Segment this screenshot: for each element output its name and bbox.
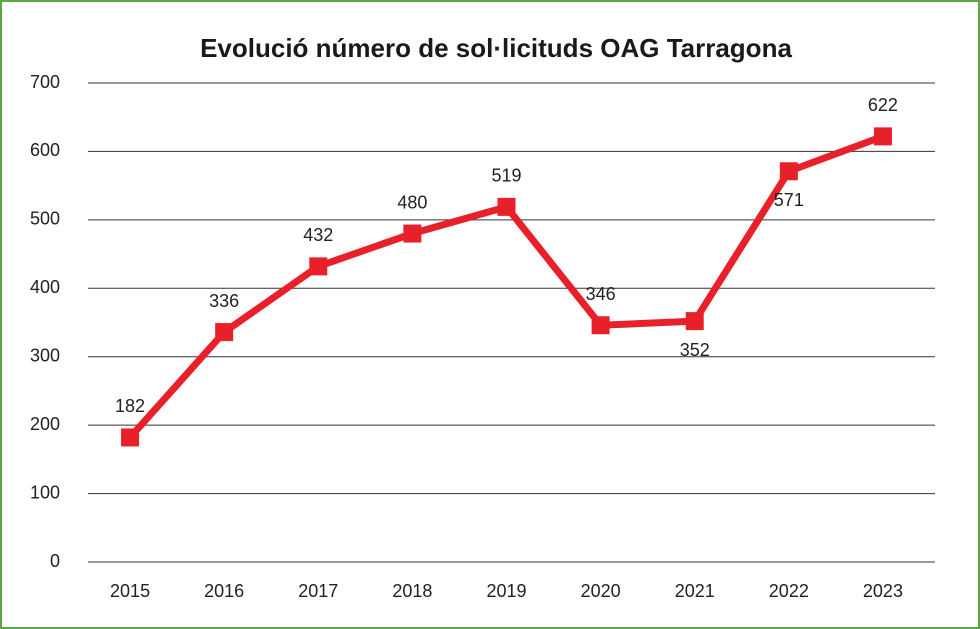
data-label: 571 <box>774 190 804 210</box>
y-tick-label: 300 <box>30 345 60 365</box>
x-tick-label: 2020 <box>581 581 621 601</box>
x-tick-label: 2015 <box>110 581 150 601</box>
x-tick-label: 2022 <box>769 581 809 601</box>
marker <box>873 127 892 146</box>
data-label: 622 <box>868 95 898 115</box>
x-tick-label: 2021 <box>675 581 715 601</box>
marker <box>685 312 704 331</box>
data-label: 352 <box>680 340 710 360</box>
y-tick-label: 100 <box>30 482 60 502</box>
x-tick-label: 2019 <box>486 581 526 601</box>
data-label: 336 <box>209 291 239 311</box>
y-tick-label: 400 <box>30 277 60 297</box>
marker <box>121 428 140 447</box>
x-tick-label: 2016 <box>204 581 244 601</box>
data-label: 182 <box>115 396 145 416</box>
data-label: 480 <box>397 192 427 212</box>
data-label: 432 <box>303 225 333 245</box>
x-tick-label: 2017 <box>298 581 338 601</box>
marker <box>497 197 516 216</box>
marker <box>215 323 234 342</box>
marker <box>591 316 610 335</box>
x-tick-label: 2023 <box>863 581 903 601</box>
marker <box>403 224 422 243</box>
marker <box>309 257 328 276</box>
x-tick-label: 2018 <box>392 581 432 601</box>
data-label: 346 <box>586 284 616 304</box>
y-tick-label: 700 <box>30 72 60 92</box>
y-tick-label: 0 <box>50 551 60 571</box>
chart-title: Evolució número de sol·licituds OAG Tarr… <box>200 33 792 63</box>
data-label: 519 <box>491 166 521 186</box>
y-tick-label: 600 <box>30 140 60 160</box>
y-tick-label: 200 <box>30 414 60 434</box>
marker <box>779 162 798 181</box>
y-tick-label: 500 <box>30 209 60 229</box>
